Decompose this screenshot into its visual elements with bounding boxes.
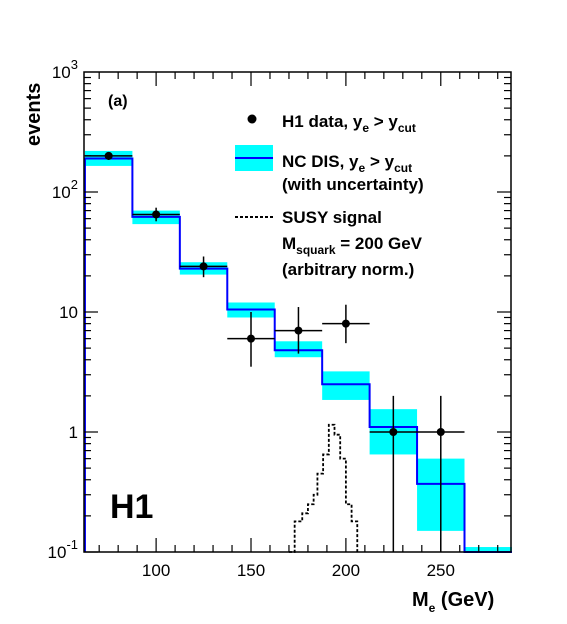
y-tick-label: 103 [52,57,78,82]
nc-band-bin-8 [464,547,512,552]
panel-label: (a) [108,93,128,110]
x-tick-label: 100 [142,561,170,580]
legend-marker-dot [247,114,257,124]
data-marker [294,326,303,335]
nc-dis-line [83,157,512,553]
nc-band-bin-5 [322,371,370,400]
legend-label-susy-mass: Msquark = 200 GeV [282,234,423,257]
y-tick-label: 10-1 [48,537,78,562]
data-marker [247,334,256,343]
h1-data-point-4 [274,307,323,354]
h1-data-point-6 [369,395,418,552]
legend-label-susy: SUSY signal [282,208,382,227]
h1-data-point-0 [84,151,133,160]
data-marker [341,319,350,328]
y-axis-label: events [23,83,45,146]
data-marker [104,151,113,160]
susy-signal-line [288,423,359,553]
h1-data-point-2 [179,256,228,278]
x-tick-label: 200 [332,561,360,580]
legend-label-nc-dis: NC DIS, ye > ycut [282,152,412,175]
h1-data-point-5 [322,304,370,344]
data-marker [389,428,398,436]
experiment-logo: H1 [110,488,153,526]
nc-dis-histogram [83,157,512,553]
y-tick-label: 10 [59,303,78,322]
y-tick-label: 102 [52,177,78,202]
x-axis-tick-labels: 100 150 200 250 [142,561,455,580]
legend-label-h1-data: H1 data, ye > ycut [282,112,416,135]
data-marker [152,210,161,219]
plot-frame [83,71,512,553]
legend-entry-susy: SUSY signal Msquark = 200 GeV (arbitrary… [235,208,423,279]
legend: H1 data, ye > ycut NC DIS, ye > ycut (wi… [235,112,424,279]
x-tick-label: 150 [237,561,265,580]
legend-entry-nc-dis: NC DIS, ye > ycut (with uncertainty) [235,145,424,194]
data-marker [436,428,445,436]
y-tick-label: 1 [69,423,78,442]
susy-signal-histogram [288,423,359,553]
x-tick-label: 250 [427,561,455,580]
legend-label-susy-norm: (arbitrary norm.) [282,260,414,279]
x-axis-label: Me (GeV) [412,589,494,615]
h1-data-points [84,151,465,552]
h1-data-point-3 [227,312,275,367]
h1-data-point-1 [132,207,180,222]
legend-label-nc-dis-note: (with uncertainty) [282,175,424,194]
data-marker [199,262,208,271]
legend-entry-h1-data: H1 data, ye > ycut [247,112,416,135]
h1-data-point-7 [417,395,465,552]
